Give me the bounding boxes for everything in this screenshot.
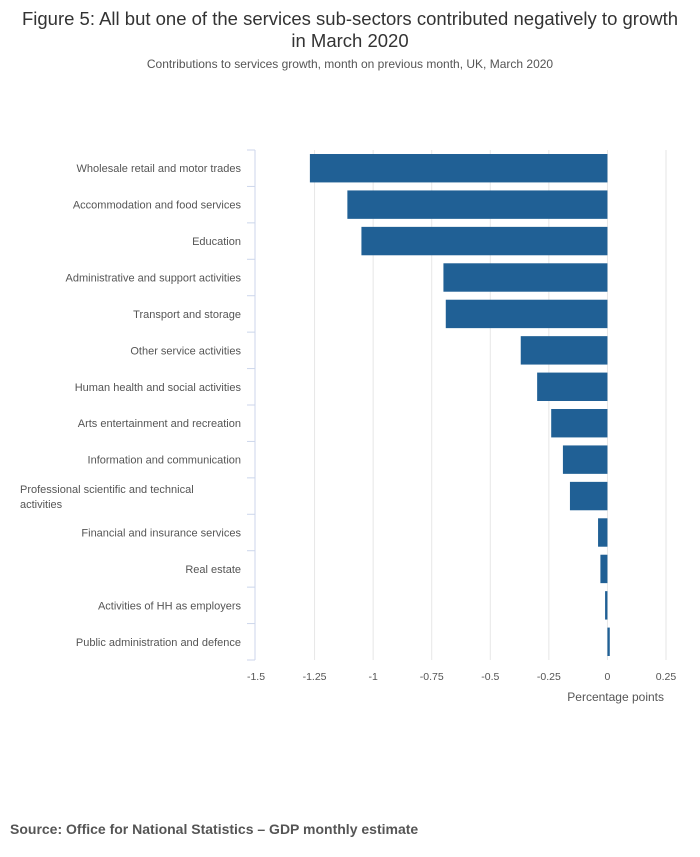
- bar-chart: Wholesale retail and motor trades Accommo…: [20, 149, 677, 704]
- x-tick-label: -1.5: [247, 671, 265, 683]
- category-label: Administrative and support activities: [66, 273, 242, 285]
- chart-subtitle: Contributions to services growth, month …: [146, 57, 554, 71]
- category-label: Accommodation and food services: [73, 200, 242, 212]
- x-axis-title: Percentage points: [567, 690, 664, 704]
- category-label: Human health and social activities: [75, 382, 242, 394]
- category-label: Other service activities: [130, 345, 241, 357]
- x-tick-label: 0: [605, 671, 611, 683]
- category-label: Public administration and defence: [76, 637, 241, 649]
- source-note: Source: Office for National Statistics –…: [10, 821, 419, 837]
- bar: [445, 299, 608, 329]
- bar: [309, 154, 608, 183]
- bar: [598, 518, 608, 547]
- bar: [443, 263, 608, 292]
- bar: [605, 591, 608, 620]
- bar: [607, 627, 610, 656]
- bar: [600, 554, 608, 584]
- chart-title: Figure 5: All but one of the services su…: [21, 8, 679, 51]
- category-label: Real estate: [185, 564, 241, 576]
- category-label: Arts entertainment and recreation: [78, 418, 241, 430]
- bar: [347, 190, 608, 219]
- x-tick-label: -1: [368, 671, 377, 683]
- category-label: Professional scientific and technical act…: [20, 484, 194, 511]
- x-tick-label: -0.25: [537, 671, 561, 683]
- x-tick-label: -0.75: [420, 671, 444, 683]
- category-label: Transport and storage: [133, 309, 241, 321]
- category-label: Activities of HH as employers: [98, 600, 242, 612]
- bar: [361, 226, 608, 256]
- bar: [520, 336, 608, 365]
- category-label: Wholesale retail and motor trades: [77, 163, 242, 175]
- category-label: Financial and insurance services: [81, 528, 241, 540]
- x-tick-label: -1.25: [303, 671, 327, 683]
- bar: [551, 409, 608, 438]
- bar: [562, 445, 608, 474]
- x-tick-label: -0.5: [481, 671, 499, 683]
- bar: [537, 372, 608, 401]
- x-tick-label: 0.25: [656, 671, 677, 683]
- bar: [569, 481, 608, 511]
- category-label: Education: [192, 236, 241, 248]
- category-label: Information and communication: [88, 455, 241, 467]
